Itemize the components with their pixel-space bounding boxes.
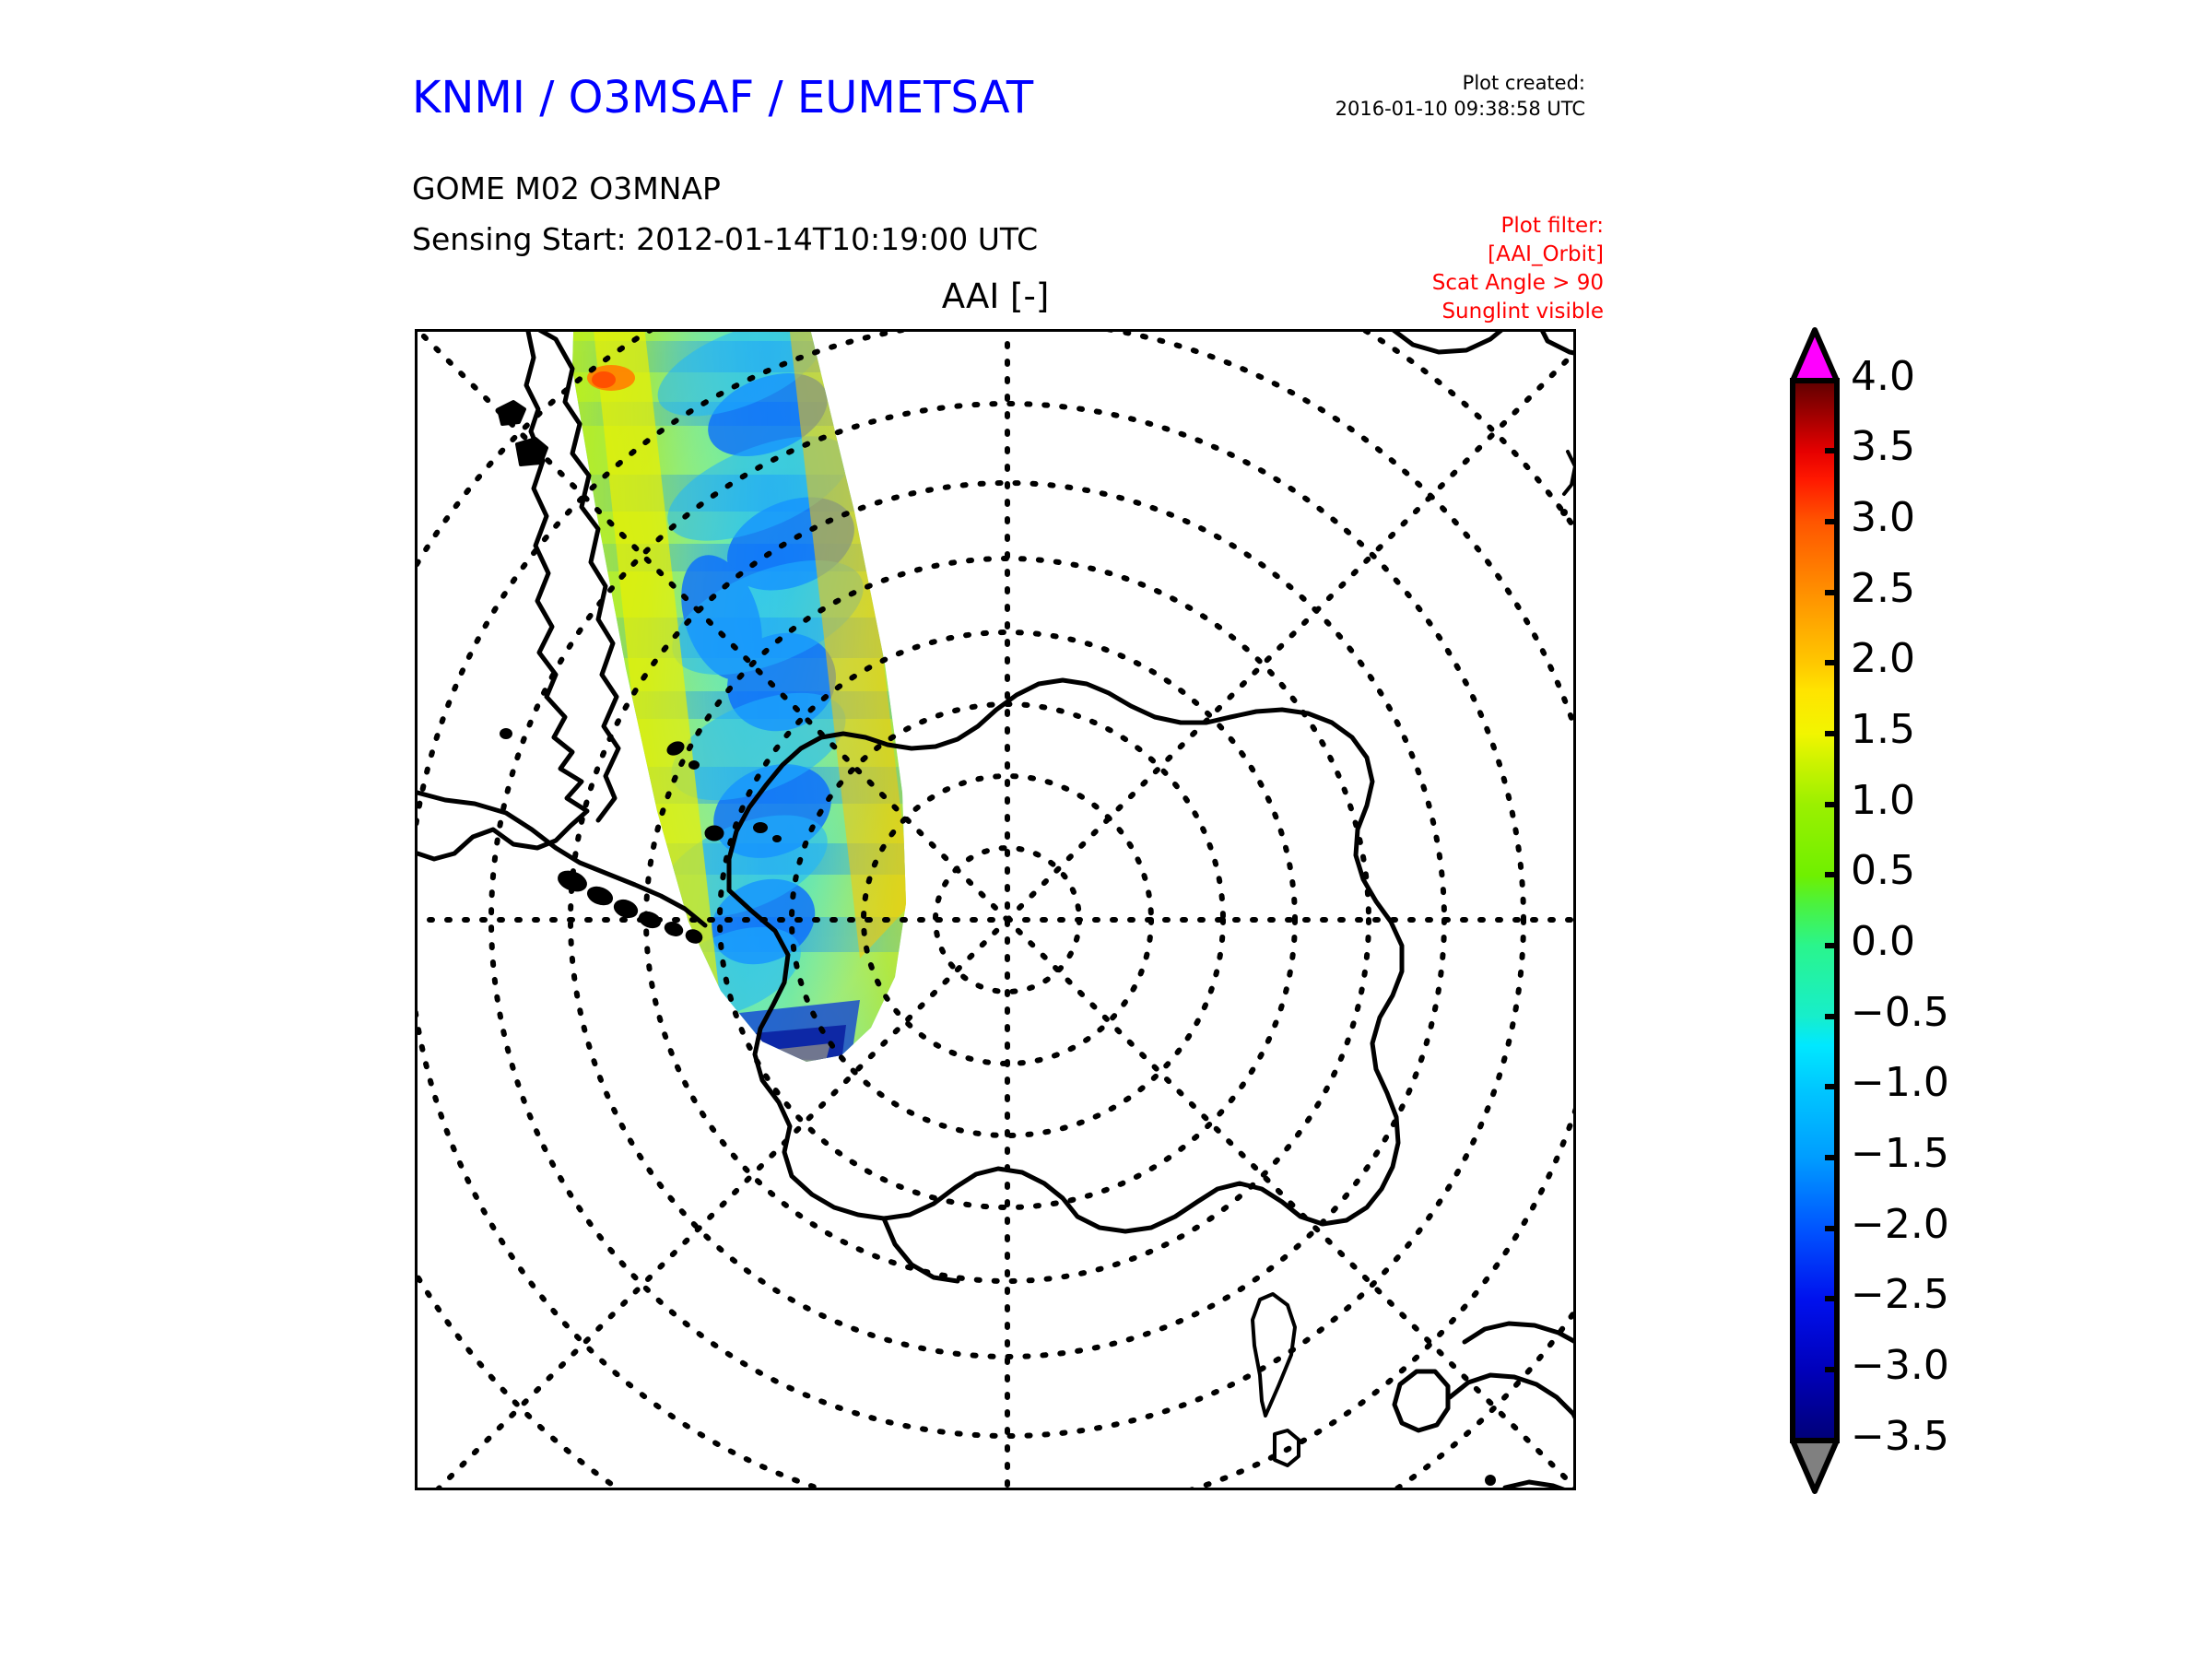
colorbar: 4.0 3.5 3.0 2.5 2.0 1.5 1.0 0.5 0.0 −0.5… (1788, 324, 2175, 1504)
coastlines-layer (418, 332, 1573, 1488)
meridian-45e-135w (435, 349, 1573, 1488)
colorbar-gradient-bar (1790, 378, 1840, 1443)
colorbar-tick-label: 1.5 (1851, 706, 1915, 753)
plot-created-value: 2016-01-10 09:38:58 UTC (1335, 98, 1585, 120)
colorbar-tick-label: 2.5 (1851, 565, 1915, 612)
colorbar-tick-label: −1.0 (1851, 1059, 1949, 1106)
graticule-layer (418, 332, 1573, 1488)
sensing-start-line: Sensing Start: 2012-01-14T10:19:00 UTC (412, 221, 1039, 257)
colorbar-tick-label: 1.0 (1851, 777, 1915, 824)
colorbar-tick-label: −2.0 (1851, 1201, 1949, 1248)
axes-title: AAI [-] (941, 276, 1050, 316)
colorbar-tick-label: −3.5 (1851, 1413, 1949, 1460)
colorbar-under-range-arrow (1790, 1438, 1840, 1494)
plot-created-label: Plot created: (1462, 72, 1585, 94)
colorbar-tick-label: 3.0 (1851, 494, 1915, 541)
plot-filter-scat-angle: Scat Angle > 90 (1431, 271, 1604, 295)
plot-filter-label: Plot filter: (1500, 214, 1604, 238)
colorbar-svg (1790, 327, 1840, 1494)
colorbar-tick-label: 0.5 (1851, 847, 1915, 894)
colorbar-tick-label: −0.5 (1851, 989, 1949, 1036)
colorbar-tick-label: 4.0 (1851, 353, 1915, 400)
colorbar-tick-label: 2.0 (1851, 635, 1915, 682)
plot-filter-block: Plot filter: [AAI_Orbit] Scat Angle > 90… (1309, 212, 1604, 326)
colorbar-tick-label: −1.5 (1851, 1130, 1949, 1177)
map-content (418, 332, 1573, 1488)
colorbar-over-range-arrow (1790, 327, 1840, 383)
colorbar-tick-label: −3.0 (1851, 1342, 1949, 1389)
polar-map-svg (418, 332, 1573, 1488)
colorbar-tick-label: −2.5 (1851, 1271, 1949, 1318)
latitude-circle-20s (488, 401, 1526, 1439)
plot-filter-name: [AAI_Orbit] (1488, 242, 1604, 266)
colorbar-tick-label: 0.0 (1851, 918, 1915, 965)
plot-filter-sunglint: Sunglint visible (1441, 300, 1604, 324)
colorbar-tick-label: 3.5 (1851, 423, 1915, 470)
plot-created-block: Plot created: 2016-01-10 09:38:58 UTC (1318, 70, 1585, 122)
latitude-circle-50s (717, 629, 1298, 1210)
colorbar-ticks (1825, 378, 1837, 1443)
map-axes (415, 329, 1576, 1490)
instrument-product-line: GOME M02 O3MNAP (412, 171, 721, 206)
organization-title: KNMI / O3MSAF / EUMETSAT (412, 72, 1034, 124)
